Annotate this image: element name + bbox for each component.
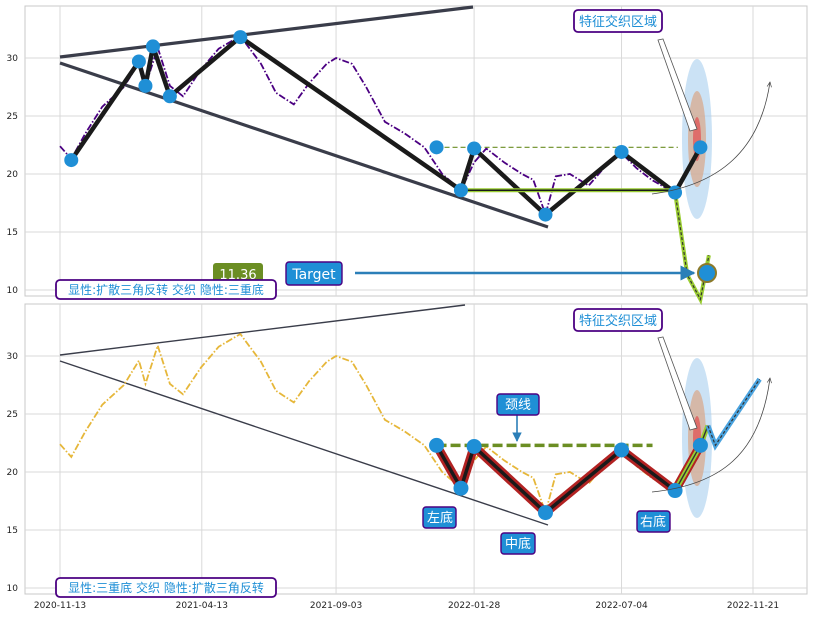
top-pivot-marker xyxy=(538,207,553,222)
top-breakdown-path xyxy=(674,192,710,302)
bottom-pivot-marker xyxy=(453,480,469,496)
x-tick-label: 2022-11-21 xyxy=(727,601,779,611)
x-tick-label: 2020-11-13 xyxy=(34,601,86,611)
bottom-projection-path xyxy=(707,378,761,447)
top-pivot-marker xyxy=(145,39,160,54)
bottom-y-ticks: 10 15 20 25 30 xyxy=(7,352,19,594)
bottom-upper-trendline xyxy=(59,304,466,356)
top-projection-arrow xyxy=(651,82,770,195)
y-tick-label: 30 xyxy=(7,352,19,362)
bottom-projection-arrow xyxy=(651,378,770,493)
bottom-grid xyxy=(25,304,807,594)
y-tick-label: 15 xyxy=(7,228,18,238)
top-pivot-marker xyxy=(131,54,146,69)
x-tick-label: 2022-01-28 xyxy=(448,601,501,611)
top-pivot-marker xyxy=(138,78,153,93)
top-pivot-marker xyxy=(693,140,708,155)
bottom-pivot-marker xyxy=(614,442,630,458)
bottom-plot xyxy=(59,304,770,526)
bottom-pivot-marker xyxy=(667,483,683,499)
top-pivot-marker xyxy=(614,144,629,159)
y-tick-label: 20 xyxy=(7,468,19,478)
bottom-callout-arrow xyxy=(657,336,698,431)
bottom-pivot-marker xyxy=(429,437,445,453)
y-tick-label: 15 xyxy=(7,526,18,536)
target-badge: Target xyxy=(285,261,343,286)
left-bottom-badge: 左底 xyxy=(422,506,457,529)
zone-badge-top-text: 特征交织区域 xyxy=(579,14,657,30)
top-pivot-marker xyxy=(233,30,248,45)
top-plot xyxy=(59,5,770,306)
left-bottom-badge-text: 左底 xyxy=(427,510,453,526)
neckline-badge-text: 颈线 xyxy=(505,398,531,413)
top-upper-trendline xyxy=(59,5,474,59)
top-pivot-marker xyxy=(64,153,79,168)
zone-badge-top: 特征交织区域 xyxy=(573,9,663,33)
x-tick-label: 2022-07-04 xyxy=(595,601,648,611)
y-tick-label: 25 xyxy=(7,410,18,420)
bottom-pattern-badge-text: 显性:三重底 交织 隐性:扩散三角反转 xyxy=(68,580,264,595)
y-tick-label: 10 xyxy=(7,286,19,296)
y-tick-label: 10 xyxy=(7,584,19,594)
bottom-pivot-marker xyxy=(466,438,482,454)
bottom-pattern-badge: 显性:三重底 交织 隐性:扩散三角反转 xyxy=(55,577,277,598)
bottom-lower-trendline xyxy=(59,360,549,526)
x-tick-label: 2021-09-03 xyxy=(310,601,362,611)
right-bottom-badge-text: 右底 xyxy=(640,514,666,530)
top-callout-arrow xyxy=(657,38,698,132)
top-pattern-badge: 显性:扩散三角反转 交织 隐性:三重底 xyxy=(55,279,277,300)
neckline-badge: 颈线 xyxy=(496,393,540,416)
x-ticks: 2020-11-13 2021-04-13 2021-09-03 2022-01-28… xyxy=(34,601,779,611)
y-tick-label: 30 xyxy=(7,54,19,64)
middle-bottom-badge-text: 中底 xyxy=(505,536,531,552)
target-badge-text: Target xyxy=(291,267,336,283)
top-pivot-marker xyxy=(162,89,177,104)
top-pattern-badge-text: 显性:扩散三角反转 交织 隐性:三重底 xyxy=(68,282,264,297)
bottom-price-series xyxy=(59,332,676,516)
y-tick-label: 20 xyxy=(7,170,19,180)
top-price-series xyxy=(59,34,676,218)
zone-badge-bottom-text: 特征交织区域 xyxy=(579,313,657,329)
middle-bottom-badge: 中底 xyxy=(500,532,536,555)
bottom-pivot-marker xyxy=(537,505,553,521)
x-tick-label: 2021-04-13 xyxy=(176,601,228,611)
bottom-pivot-marker xyxy=(692,437,708,453)
y-tick-label: 25 xyxy=(7,112,18,122)
target-marker xyxy=(697,263,717,283)
right-bottom-badge: 右底 xyxy=(636,510,671,533)
zone-badge-bottom: 特征交织区域 xyxy=(573,308,663,332)
top-pivot-marker xyxy=(429,140,444,155)
top-pivot-marker xyxy=(453,183,468,198)
top-pivot-marker xyxy=(668,185,683,200)
top-y-ticks: 10 15 20 25 30 xyxy=(7,54,19,296)
top-pivot-marker xyxy=(467,141,482,156)
